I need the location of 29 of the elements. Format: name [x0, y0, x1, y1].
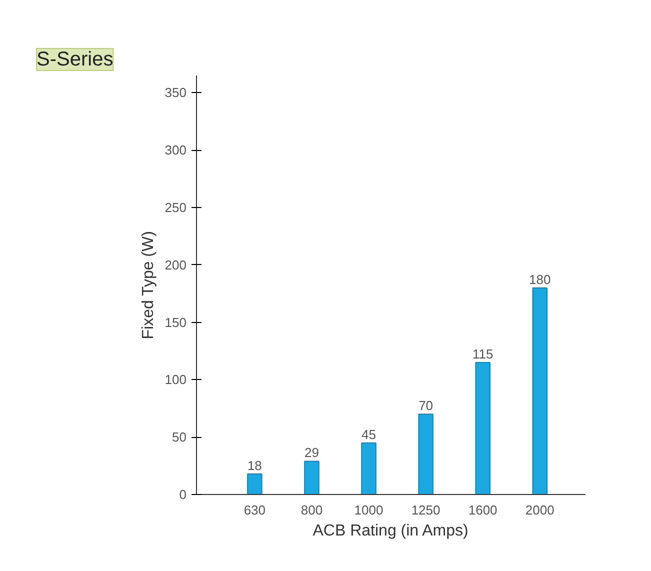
data-label: 180 [529, 272, 551, 287]
y-axis-title: Fixed Type (W) [140, 231, 157, 340]
bar [361, 442, 376, 494]
data-label: 70 [418, 398, 434, 414]
y-tick-label: 100 [164, 372, 187, 388]
bar [418, 414, 434, 494]
y-tick-label: 50 [172, 430, 187, 445]
y-tick-label: 0 [179, 487, 187, 502]
y-tick-label: 350 [164, 85, 187, 100]
x-tick-label: 1600 [468, 502, 498, 518]
bar [532, 287, 548, 494]
chart-title: S-Series [36, 48, 114, 70]
y-tick-label: 300 [164, 142, 187, 158]
data-label: 45 [362, 426, 376, 442]
data-label: 29 [304, 445, 319, 460]
x-tick-label: 2000 [525, 502, 554, 518]
x-tick-label: 1250 [411, 502, 440, 518]
bar [475, 362, 490, 494]
y-tick-label: 150 [164, 314, 187, 330]
x-axis-title: ACB Rating (in Amps) [312, 522, 468, 540]
x-tick-label: 630 [244, 502, 266, 518]
data-label: 18 [247, 458, 262, 473]
x-tick-label: 1000 [354, 502, 384, 518]
bar [304, 460, 320, 494]
data-label: 115 [472, 346, 494, 362]
y-tick-label: 200 [164, 257, 187, 272]
y-tick-label: 250 [164, 200, 187, 216]
bar [247, 473, 262, 494]
x-tick-label: 800 [300, 502, 323, 518]
